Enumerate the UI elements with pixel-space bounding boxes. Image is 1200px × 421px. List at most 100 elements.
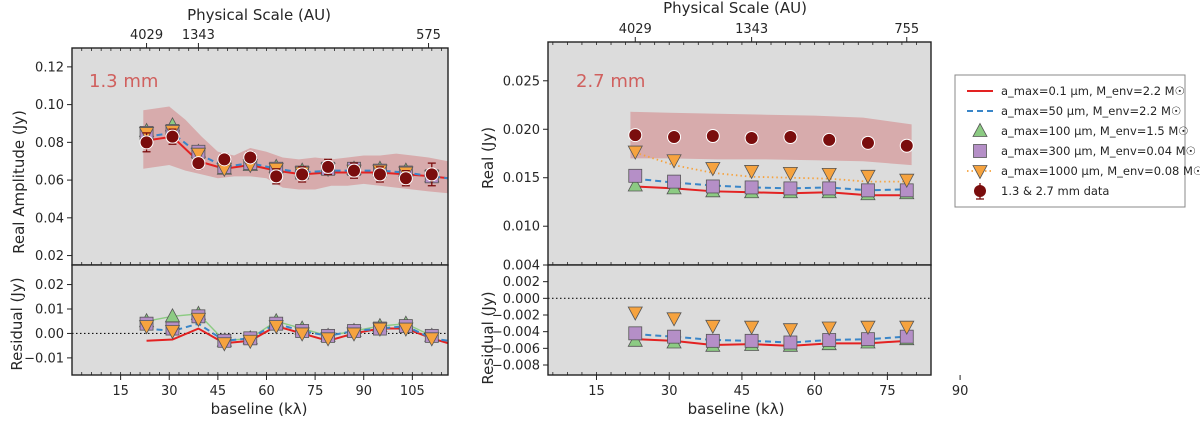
right-main-orange-point bbox=[743, 165, 760, 180]
right-xtick-label: 75 bbox=[879, 384, 896, 399]
right-residual-purple-point bbox=[628, 326, 643, 341]
right-main-purple-point bbox=[861, 183, 875, 198]
left-residual-background bbox=[72, 265, 448, 375]
right-annotation: 2.7 mm bbox=[576, 71, 645, 92]
left-residual-orange-point bbox=[242, 334, 258, 350]
left-main-data-point bbox=[191, 156, 206, 171]
left-chart: 0.02 0.04 0.06 0.08 0.10 0.12 4029 1343 575 −0.0… bbox=[8, 6, 449, 418]
right-residual-orange-point bbox=[821, 321, 837, 336]
legend-green-label: a_max=100 μm, M_env=1.5 M☉ bbox=[1001, 124, 1189, 138]
right-residual-orange-point bbox=[899, 320, 915, 336]
left-main-data-point bbox=[217, 152, 232, 167]
legend: a_max=0.1 μm, M_env=2.2 M☉ a_max=50 μm, M… bbox=[954, 74, 1200, 208]
left-residual-orange-point bbox=[346, 327, 362, 342]
left-main-data-point bbox=[398, 171, 413, 186]
left-top-tick-label: 1343 bbox=[182, 28, 215, 43]
right-main-orange-point bbox=[705, 162, 721, 177]
right-main-data-point bbox=[860, 135, 875, 150]
right-residual-ytick-label: −0.006 bbox=[492, 342, 540, 357]
right-main-orange-point bbox=[899, 173, 915, 189]
left-main-orange-point bbox=[190, 147, 207, 163]
left-residual-ytick-label: 0.00 bbox=[35, 327, 64, 342]
right-main-purple-point bbox=[705, 179, 720, 194]
left-main-data-point bbox=[347, 163, 361, 178]
left-main-data-point bbox=[165, 129, 180, 144]
right-residual-ytick-label: −0.004 bbox=[492, 325, 540, 340]
right-xtick-label: 60 bbox=[806, 384, 823, 399]
left-residual-ytick-label: −0.01 bbox=[24, 351, 64, 366]
right-xtick-label: 45 bbox=[734, 384, 751, 399]
left-main-ylabel: Real Amplitude (Jy) bbox=[10, 110, 28, 254]
left-main-data-point bbox=[321, 159, 336, 174]
legend-red-label: a_max=0.1 μm, M_env=2.2 M☉ bbox=[1001, 84, 1185, 98]
legend-purple-swatch bbox=[973, 144, 987, 158]
left-residual-orange-point bbox=[424, 332, 440, 347]
right-residual-ylabel: Residual (Jy) bbox=[479, 291, 497, 384]
legend-data-swatch bbox=[974, 185, 986, 197]
right-residual-plot-area bbox=[548, 297, 931, 352]
left-main-ytick-label: 0.08 bbox=[35, 136, 64, 151]
left-residual-plot-area bbox=[72, 305, 448, 352]
left-residual-orange-point bbox=[190, 312, 207, 328]
left-residual-ylabel: Residual (Jy) bbox=[8, 277, 26, 370]
legend-blue-label: a_max=50 μm, M_env=2.2 M☉ bbox=[1001, 104, 1181, 118]
legend-orange-label: a_max=1000 μm, M_env=0.08 M☉ bbox=[1001, 164, 1200, 178]
right-xtick-label: 15 bbox=[588, 384, 605, 399]
left-xtick-label: 45 bbox=[210, 384, 227, 399]
right-main-purple-point bbox=[783, 181, 798, 196]
left-xtick-label: 105 bbox=[400, 384, 425, 399]
right-residual-purple-point bbox=[705, 333, 720, 348]
right-top-tick-label: 4029 bbox=[619, 22, 652, 37]
right-main-data-point bbox=[744, 130, 759, 145]
legend-orange-swatch bbox=[972, 165, 988, 180]
right-residual-orange-point bbox=[782, 323, 799, 338]
right-residual-orange-point bbox=[860, 320, 876, 336]
legend-data-label: 1.3 & 2.7 mm data bbox=[1001, 184, 1109, 198]
left-main-ytick-label: 0.02 bbox=[35, 249, 64, 264]
right-top-axis-title: Physical Scale (AU) bbox=[663, 0, 807, 17]
legend-box bbox=[954, 74, 1186, 208]
right-main-purple-point bbox=[667, 174, 681, 189]
right-main-data-point bbox=[667, 130, 682, 145]
right-xtick-label: 90 bbox=[952, 384, 969, 399]
right-main-purple-point bbox=[744, 180, 759, 195]
left-residual-ytick-label: 0.01 bbox=[35, 303, 64, 318]
right-main-plot: 0.010 0.015 0.020 0.025 4029 1343 755 bbox=[503, 22, 932, 266]
left-residual-plot: −0.01 0.00 0.01 0.02 15 30 45 60 75 90 105 bbox=[24, 264, 449, 399]
right-xlabel: baseline (kλ) bbox=[688, 400, 785, 418]
left-residual-orange-point bbox=[294, 327, 310, 342]
right-residual-frame bbox=[547, 264, 932, 376]
left-main-data-point bbox=[424, 167, 439, 182]
right-top-tick-label: 755 bbox=[894, 22, 919, 37]
right-top-tick-label: 1343 bbox=[735, 22, 768, 37]
right-residual-orange-point bbox=[666, 312, 682, 327]
left-xtick-label: 60 bbox=[258, 384, 275, 399]
left-main-data-point bbox=[269, 169, 284, 184]
right-main-ytick-label: 0.025 bbox=[503, 74, 540, 89]
left-main-data-point bbox=[243, 150, 258, 165]
left-main-ytick-label: 0.10 bbox=[35, 98, 64, 113]
right-main-ytick-label: 0.010 bbox=[503, 220, 540, 235]
right-main-orange-point bbox=[782, 166, 799, 182]
right-main-purple-point bbox=[628, 168, 643, 183]
right-residual-orange-point bbox=[705, 319, 721, 335]
left-xtick-label: 75 bbox=[307, 384, 324, 399]
left-residual-frame bbox=[71, 264, 449, 376]
left-top-axis-title: Physical Scale (AU) bbox=[187, 6, 331, 24]
left-main-plot: 0.02 0.04 0.06 0.08 0.10 0.12 4029 1343 575 bbox=[35, 28, 449, 266]
left-xlabel: baseline (kλ) bbox=[211, 400, 308, 418]
right-residual-ytick-label: 0.004 bbox=[503, 259, 540, 274]
left-main-plot-area bbox=[138, 106, 448, 194]
left-residual-orange-point bbox=[138, 320, 155, 335]
left-xtick-label: 30 bbox=[161, 384, 178, 399]
right-residual-ytick-label: −0.002 bbox=[492, 309, 540, 324]
right-main-orange-point bbox=[666, 154, 682, 169]
legend-green-swatch bbox=[972, 122, 988, 137]
right-residual-purple-point bbox=[667, 329, 681, 344]
left-main-ytick-label: 0.12 bbox=[35, 60, 64, 75]
left-residual-orange-point bbox=[216, 337, 233, 352]
right-main-ytick-label: 0.015 bbox=[503, 171, 540, 186]
right-residual-ytick-label: −0.008 bbox=[492, 359, 540, 374]
